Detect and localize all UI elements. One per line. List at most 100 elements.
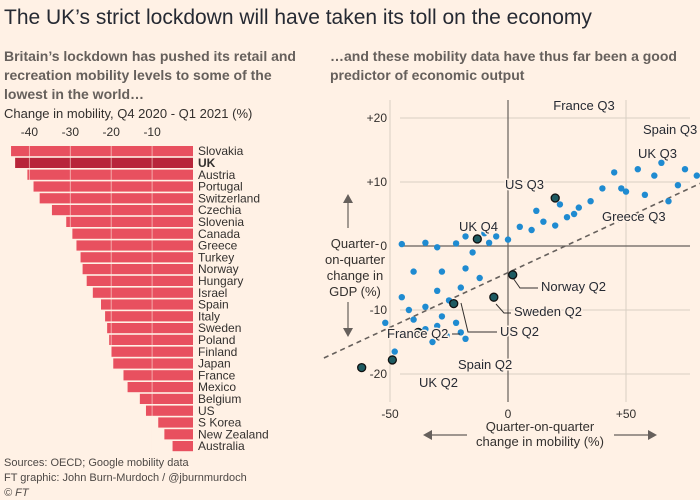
x-axis-arrowhead-left (423, 430, 432, 440)
scatter-point (382, 319, 389, 326)
scatter-point (462, 233, 469, 240)
bar-portugal (33, 181, 194, 192)
scatter-point (462, 335, 469, 342)
scatter-y-tick-label: +10 (367, 175, 388, 189)
scatter-point-uk-q4 (472, 234, 482, 244)
scatter-point (570, 210, 578, 218)
bar-category-label: Slovakia (198, 144, 244, 158)
scatter-point (434, 287, 441, 294)
bar-category-label: Mexico (198, 380, 236, 394)
bar-mexico (127, 382, 193, 393)
scatter-point (665, 198, 672, 205)
scatter-point (681, 166, 689, 173)
scatter-point (611, 169, 618, 176)
copyright-note: © FT (4, 487, 29, 499)
scatter-point (429, 338, 436, 346)
bar-category-label: New Zealand (198, 427, 269, 441)
scatter-y-axis-title: Quarter-on-quarter change in GDP (%) (325, 236, 386, 299)
scatter-point (452, 319, 460, 326)
scatter-x-tick-label: -50 (381, 407, 399, 421)
bar-new-zealand (164, 429, 193, 440)
scatter-x-axis-title: Quarter-on-quarter change in mobility (%) (476, 419, 604, 449)
scatter-point (618, 185, 625, 192)
bar-category-label: Japan (198, 357, 231, 371)
bar-category-label: Czechia (198, 203, 242, 217)
bar-x-tick-label: -20 (103, 125, 121, 139)
bar-category-label: US (198, 404, 215, 418)
bar-x-tick-label: -30 (62, 125, 80, 139)
bar-category-label: Australia (198, 439, 245, 453)
scatter-point (658, 159, 665, 166)
x-axis-arrowhead-right (648, 430, 657, 440)
bar-australia (172, 441, 193, 452)
right-subtitle: …and these mobility data have thus far b… (330, 48, 677, 83)
scatter-point-sweden-q2 (489, 292, 499, 302)
scatter-point (485, 239, 493, 246)
bar-austria (27, 169, 194, 180)
scatter-label-leader (495, 303, 511, 314)
bar-us (145, 405, 193, 416)
bar-x-tick-label: -10 (143, 125, 161, 139)
scatter-point (462, 265, 469, 272)
scatter-point (563, 214, 571, 221)
bar-category-label: Switzerland (198, 191, 260, 205)
bar-belgium (139, 393, 193, 404)
bar-category-label: Israel (198, 286, 227, 300)
scatter-point (504, 236, 512, 243)
scatter-point (434, 322, 441, 330)
scatter-point-label: France Q3 (553, 98, 614, 113)
scatter-point-label: UK Q3 (638, 146, 677, 161)
bar-category-label: UK (198, 156, 216, 170)
scatter-point (528, 226, 535, 234)
credit-note: FT graphic: John Burn-Murdoch / @jburnmu… (4, 472, 247, 484)
scatter-y-tick-label: 0 (380, 239, 387, 253)
bar-category-label: Poland (198, 333, 235, 347)
bar-category-label: Spain (198, 298, 229, 312)
bar-x-tick-label: -40 (21, 125, 39, 139)
scatter-point (438, 268, 446, 275)
scatter-point (540, 218, 547, 225)
scatter-point-label: US Q3 (505, 177, 544, 192)
bar-poland (109, 334, 193, 345)
scatter-point (391, 348, 398, 355)
scatter-point-label: Spain Q3 (643, 122, 697, 137)
scatter-point (398, 240, 405, 248)
bar-czechia (51, 205, 193, 216)
bar-category-label: Sweden (198, 321, 241, 335)
bar-category-label: Slovenia (198, 215, 244, 229)
scatter-point (622, 188, 630, 195)
scatter-point-us-q3 (550, 193, 560, 203)
scatter-point (634, 166, 641, 173)
scatter-point (410, 316, 417, 323)
bar-norway (82, 264, 193, 275)
scatter-point (493, 233, 500, 240)
scatter-point (552, 222, 559, 229)
scatter-point (533, 207, 540, 214)
scatter-point (651, 172, 658, 179)
bar-france (123, 370, 193, 381)
scatter-point (457, 284, 464, 291)
bar-category-label: Greece (198, 239, 238, 253)
scatter-label-leader (460, 302, 497, 333)
scatter-point (575, 204, 582, 211)
bar-category-label: France (198, 368, 236, 382)
bar-category-label: Austria (198, 168, 236, 182)
source-note: Sources: OECD; Google mobility data (4, 457, 189, 469)
bar-slovenia (66, 216, 193, 227)
scatter-point-label: Sweden Q2 (514, 304, 582, 319)
bar-canada (72, 228, 193, 239)
scatter-point (674, 182, 682, 189)
bar-category-label: Hungary (198, 274, 243, 288)
scatter-point (422, 303, 429, 310)
scatter-point-label: UK Q2 (419, 375, 458, 390)
bar-category-label: Italy (198, 309, 220, 323)
bar-israel (92, 287, 193, 298)
scatter-point (587, 198, 594, 205)
bar-category-label: Belgium (198, 392, 241, 406)
scatter-point (481, 230, 488, 237)
scatter-point (422, 239, 429, 246)
scatter-point-uk-q2 (357, 362, 367, 373)
scatter-point-label: Spain Q2 (458, 357, 512, 372)
chart-title: The UK’s strict lockdown will have taken… (4, 6, 592, 29)
